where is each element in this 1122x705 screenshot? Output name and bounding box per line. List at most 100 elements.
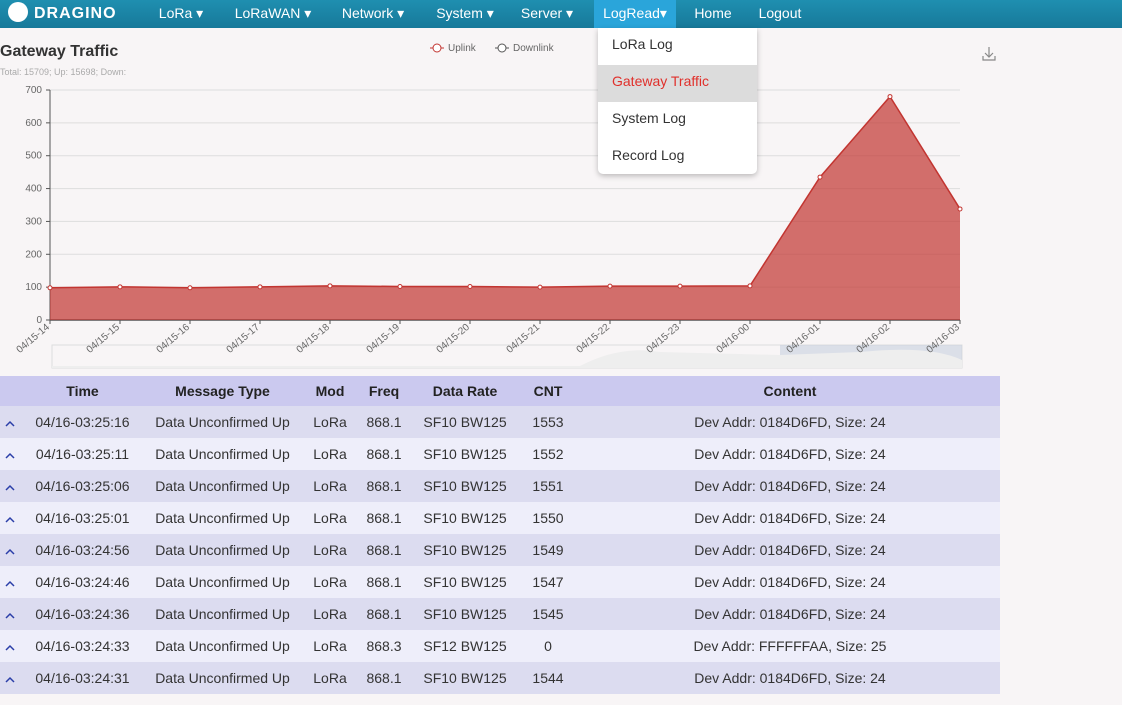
x-tick-label: 04/16-00	[715, 322, 753, 356]
nav-item[interactable]: System ▾	[436, 5, 494, 21]
nav-item[interactable]: Logout	[758, 5, 802, 21]
chart: Gateway Traffic Total: 15709; Up: 15698;…	[0, 43, 996, 369]
chart-subtitle: Total: 15709; Up: 15698; Down:	[0, 67, 126, 77]
x-tick-label: 04/15-23	[645, 322, 683, 356]
point	[467, 283, 473, 289]
table-cell: 04/16-03:24:56	[35, 542, 130, 558]
table-row: 04/16-03:24:46 Data Unconfirmed Up LoRa 868…	[0, 566, 1000, 598]
expand-arrow[interactable]	[4, 438, 16, 470]
table-cell: Dev Addr: 0184D6FD, Size: 24	[694, 606, 886, 622]
table-row: 04/16-03:24:31 Data Unconfirmed Up LoRa 868…	[0, 662, 1000, 694]
table-cell: Dev Addr: 0184D6FD, Size: 24	[694, 670, 886, 686]
table-cell: 868.1	[366, 478, 402, 494]
table-cell: Data Unconfirmed Up	[155, 510, 290, 526]
table-cell: 1545	[532, 606, 564, 622]
table: Time Message Type Mod Freq Data Rate CNT Conte…	[0, 376, 1000, 694]
table-cell: 04/16-03:24:31	[35, 670, 130, 686]
table-cell: 0	[544, 638, 552, 654]
x-tick-label: 04/15-19	[365, 322, 403, 356]
x-tick-label: 04/15-20	[435, 322, 473, 356]
expand-arrow[interactable]	[4, 566, 16, 598]
point	[537, 284, 543, 290]
table-cell: 1544	[532, 670, 564, 686]
table-cell: Data Unconfirmed Up	[155, 574, 290, 590]
table-cell: SF12 BW125	[423, 638, 507, 654]
point	[397, 283, 403, 289]
table-cell: Dev Addr: 0184D6FD, Size: 24	[694, 414, 886, 430]
table-cell: Data Unconfirmed Up	[155, 414, 290, 430]
expand-arrow[interactable]	[4, 598, 16, 630]
table-cell: Dev Addr: 0184D6FD, Size: 24	[694, 510, 886, 526]
table-cell: 04/16-03:24:36	[35, 606, 130, 622]
arrow-icon	[5, 452, 15, 459]
point	[747, 283, 753, 289]
point	[257, 284, 263, 290]
x-tick-label: 04/15-22	[575, 322, 613, 356]
legend-label: Downlink	[513, 43, 555, 54]
table-cell: LoRa	[313, 446, 347, 462]
arrow-icon	[5, 580, 15, 587]
table-cell: 868.1	[366, 446, 402, 462]
arrow-icon	[5, 484, 15, 491]
table-cell: 1547	[532, 574, 564, 590]
table-cell: Dev Addr: 0184D6FD, Size: 24	[694, 574, 886, 590]
table-cell: Data Unconfirmed Up	[155, 606, 290, 622]
expand-arrow[interactable]	[4, 502, 16, 534]
legend-label: Uplink	[448, 43, 477, 54]
table-cell: LoRa	[313, 670, 347, 686]
table-cell: 1552	[532, 446, 564, 462]
legend-icon	[432, 43, 442, 53]
download-icon[interactable]	[982, 47, 996, 61]
table-row: 04/16-03:24:56 Data Unconfirmed Up LoRa 868…	[0, 534, 1000, 566]
y-tick-label: 600	[25, 118, 42, 129]
table-header: Time Message Type Mod Freq Data Rate CNT Conte…	[0, 376, 1000, 406]
menu-item[interactable]: LoRa Log	[612, 36, 673, 52]
nav-item[interactable]: Network ▾	[341, 5, 405, 21]
y-tick-label: 400	[25, 184, 42, 195]
legend-icon	[497, 43, 507, 53]
nav-item[interactable]: LoRa ▾	[158, 5, 204, 21]
x-tick-label: 04/15-16	[155, 322, 193, 356]
table-cell: LoRa	[313, 414, 347, 430]
table-row: 04/16-03:25:06 Data Unconfirmed Up LoRa 868…	[0, 470, 1000, 502]
table-cell: 04/16-03:25:11	[35, 446, 130, 462]
table-cell: Data Unconfirmed Up	[155, 638, 290, 654]
table-cell: 04/16-03:25:16	[35, 414, 130, 430]
table-cell: SF10 BW125	[423, 478, 507, 494]
y-tick-label: 300	[25, 216, 42, 227]
nav-item[interactable]: Home	[694, 5, 732, 21]
table-cell: SF10 BW125	[423, 414, 507, 430]
menu-item[interactable]: Gateway Traffic	[598, 65, 757, 102]
table-cell: 1553	[532, 414, 564, 430]
expand-arrow[interactable]	[4, 534, 16, 566]
table-row: 04/16-03:24:33 Data Unconfirmed Up LoRa 868…	[0, 630, 1000, 662]
table-row: 04/16-03:25:11 Data Unconfirmed Up LoRa 868…	[0, 438, 1000, 470]
nav-item[interactable]: Server ▾	[520, 5, 574, 21]
table-cell: 1551	[532, 478, 564, 494]
logo[interactable]: DRAGINO	[8, 2, 117, 26]
arrow-icon	[5, 676, 15, 683]
header-cell: Message Type	[175, 383, 270, 399]
header-cell: Mod	[315, 383, 345, 399]
expand-arrow[interactable]	[4, 406, 16, 438]
expand-arrow[interactable]	[4, 470, 16, 502]
menu-item[interactable]: System Log	[612, 110, 686, 126]
header-cell: Freq	[368, 383, 400, 399]
table-cell: 868.1	[366, 510, 402, 526]
menu-item[interactable]: Record Log	[612, 147, 685, 163]
x-tick-label: 04/15-17	[225, 322, 263, 356]
nav-item[interactable]: LoRaWAN ▾	[234, 5, 312, 21]
nav-bar: DRAGINO LoRa ▾ LoRaWAN ▾ Network ▾ System ▾…	[0, 0, 1122, 28]
nav-item[interactable]: LogRead▾	[594, 0, 676, 28]
point	[887, 94, 893, 100]
arrow-icon	[5, 420, 15, 427]
expand-arrow[interactable]	[4, 662, 16, 694]
expand-arrow[interactable]	[4, 630, 16, 662]
table-cell: 04/16-03:24:46	[35, 574, 130, 590]
table-cell: Data Unconfirmed Up	[155, 670, 290, 686]
header-cell: CNT	[533, 383, 563, 399]
point	[187, 285, 193, 291]
line	[49, 95, 961, 289]
table-row: 04/16-03:25:01 Data Unconfirmed Up LoRa 868…	[0, 502, 1000, 534]
